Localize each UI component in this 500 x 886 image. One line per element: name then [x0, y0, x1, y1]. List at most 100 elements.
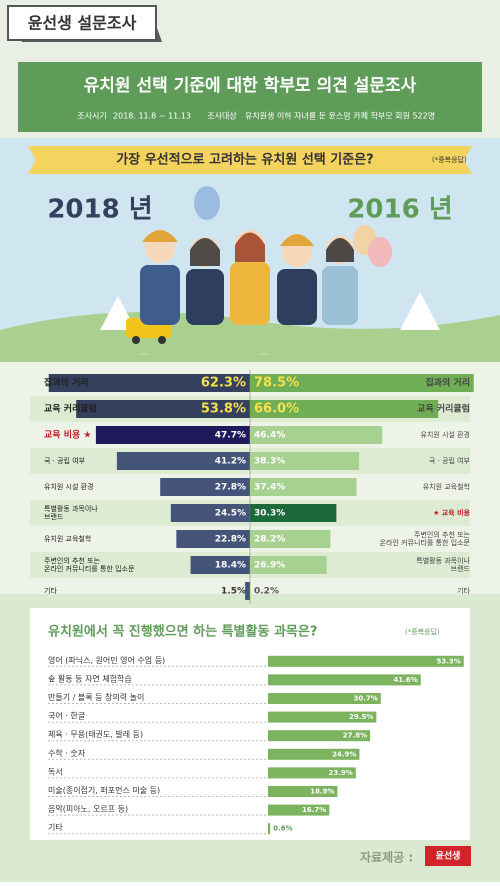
bar [48, 374, 250, 392]
bar [250, 426, 383, 444]
category-label: 기타 [48, 823, 63, 832]
bar [250, 504, 337, 522]
category-label: 유치원 시설 환경 [44, 482, 94, 491]
bar [116, 452, 251, 470]
badge-box [7, 5, 157, 41]
target: 유치원생 이하 자녀를 둔 윤스맘 카페 학부모 회원 522명 [245, 111, 435, 121]
value-label: 27.8% [215, 483, 246, 493]
category-label: 만들기 / 블록 등 창의력 놀이 [48, 692, 144, 702]
value-label: 62.3% [201, 376, 246, 391]
category-label: 독서 [48, 767, 63, 776]
value-label: 0.6% [273, 825, 292, 833]
bar [176, 530, 250, 548]
value-label: 29.5% [349, 713, 373, 721]
value-label: 18.9% [310, 788, 334, 796]
value-label: 23.9% [328, 769, 352, 777]
category-label: 교육 커리큘럼 [44, 403, 97, 415]
bar [160, 478, 250, 496]
bar [190, 556, 250, 574]
question1: 가장 우선적으로 고려하는 유치원 선택 기준은? [116, 152, 373, 168]
bar [268, 655, 464, 667]
category-label: 집과의 거리 [425, 377, 470, 389]
bar [268, 730, 371, 742]
value-label: 0.2% [254, 587, 279, 597]
bar [76, 400, 250, 418]
value-label: 47.7% [215, 431, 246, 441]
period: 2018. 11.8 ~ 11.13 [113, 112, 191, 121]
category-label: 미술(종이접기, 퍼포먼스 미술 등) [48, 785, 160, 795]
logo-box [425, 846, 471, 866]
value-label: 41.6% [393, 676, 417, 684]
category-label: 국 · 공립 여부 [44, 456, 86, 465]
value-label: 24.5% [215, 509, 246, 519]
value-label: 53.3% [436, 657, 460, 665]
category-label: 국어 · 한글 [48, 711, 85, 721]
category-label: 교육 비용 ★ [44, 429, 91, 441]
criteria-chart: 62.3% 집과의 거리 53.8% 교육 커리큘럼 47.7% 교육 비용 ★ 41.2%… [30, 370, 474, 604]
value-label: 41.2% [215, 457, 246, 467]
bar [250, 374, 474, 392]
activities-chart: 영어 (파닉스, 원어민 영어 수업 등) 53.3% 숲 활동 등 자연 체험학습… [48, 655, 464, 835]
bar [268, 711, 377, 723]
category-label: 유치원 교육철학 [44, 534, 92, 543]
question1-note: (*중복응답) [432, 155, 467, 164]
category-label: 기타 [44, 586, 57, 595]
card [30, 608, 470, 840]
bar [250, 582, 251, 600]
value-label: 24.9% [332, 750, 356, 758]
category-label: 주변인의 추천 또는 온라인 커뮤니티를 통한 입소문 [44, 556, 135, 573]
value-label: 38.3% [254, 457, 285, 467]
value-label: 26.9% [254, 561, 285, 571]
value-label: 78.5% [254, 376, 299, 391]
value-label: 18.4% [215, 561, 246, 571]
category-label: 유치원 교육철학 [423, 482, 471, 491]
category-label: 음악(피아노, 오르프 등) [48, 804, 128, 814]
category-label: 영어 (파닉스, 원어민 영어 수업 등) [48, 655, 165, 665]
question-banner [28, 146, 472, 174]
dots: … [260, 348, 268, 357]
category-label: 유치원 시설 환경 [420, 430, 470, 439]
value-label: 37.4% [254, 483, 285, 493]
category-label: 체육 · 무용(태권도, 발레 등) [48, 729, 143, 739]
bar [268, 823, 271, 835]
bar [245, 582, 250, 600]
value-label: 66.0% [254, 402, 299, 417]
bar [170, 504, 250, 522]
bar [250, 530, 331, 548]
value-label: 28.2% [254, 535, 285, 545]
bar [95, 426, 251, 444]
title: 유치원 선택 기준에 대한 학부모 의견 설문조사 [84, 76, 417, 96]
category-label: 기타 [457, 586, 470, 595]
category-label: 주변인의 추천 또는 온라인 커뮤니티를 통한 입소문 [380, 530, 471, 547]
value-label: 46.4% [254, 431, 285, 441]
year-right: 2016 년 [347, 195, 452, 225]
question2-note: (*중복응답) [405, 627, 440, 636]
category-label: 집과의 거리 [44, 377, 89, 389]
bar [268, 767, 356, 779]
bar [250, 556, 327, 574]
source: 자료제공 : [360, 850, 413, 865]
value-label: 22.8% [215, 535, 246, 545]
bar [268, 804, 330, 816]
target-label: 조사대상 [207, 111, 237, 121]
illustration [0, 186, 500, 368]
category-label: 교육 커리큘럼 [417, 403, 470, 415]
bar [250, 452, 360, 470]
year-left: 2018 년 [47, 195, 152, 225]
bar [250, 400, 439, 418]
category-label: 수학 · 숫자 [48, 748, 86, 758]
value-label: 1.5% [221, 587, 246, 597]
category-label: ★ 교육 비용 [433, 508, 470, 517]
bar [250, 478, 357, 496]
bar [268, 786, 338, 797]
period-label: 조사시기 [77, 112, 106, 121]
badge: 윤선생 설문조사 [28, 14, 137, 33]
value-label: 30.7% [353, 695, 377, 703]
category-label: 숲 활동 등 자연 체험학습 [48, 673, 132, 683]
logo: 윤선생 [436, 850, 461, 862]
question2: 유치원에서 꼭 진행했으면 하는 특별활동 과목은? [48, 624, 317, 640]
category-label: 특별활동 과목이나 브랜드 [416, 556, 470, 573]
dots: … [140, 348, 148, 357]
value-label: 27.8% [343, 732, 367, 740]
